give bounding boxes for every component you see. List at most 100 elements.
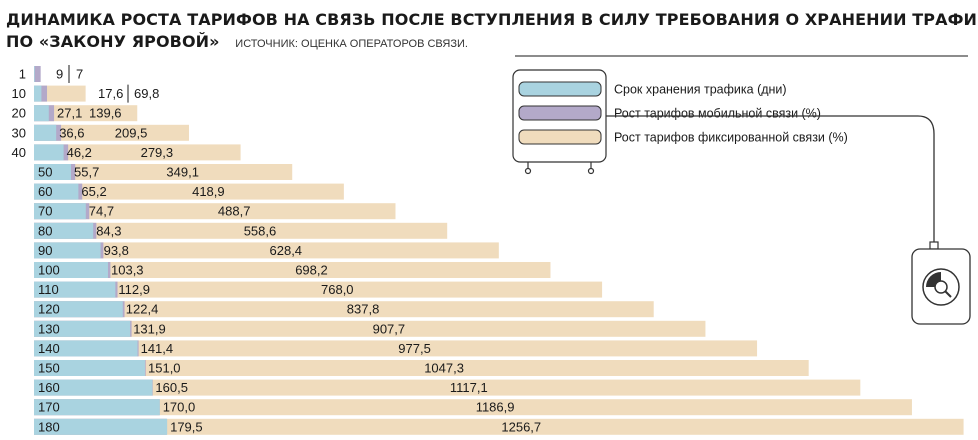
bar-row: 150 151,0 1047,3 [34, 360, 809, 376]
mobile-label: 36,6 [59, 125, 84, 140]
legend-swatch [518, 129, 602, 145]
fixed-label: 768,0 [321, 282, 354, 297]
bar-row: 20 27,1 139,6 [12, 105, 138, 122]
chart-source: ИСТОЧНИК: ОЦЕНКА ОПЕРАТОРОВ СВЯЗИ. [235, 38, 468, 50]
mobile-label: 55,7 [74, 165, 99, 180]
fixed-label: 7 [76, 67, 83, 82]
fixed-bar [34, 242, 499, 259]
bar-row: 90 93,8 628,4 [34, 242, 499, 259]
days-bar [34, 418, 168, 435]
legend-swatch [518, 81, 602, 97]
fixed-label: 907,7 [373, 321, 406, 336]
bar-row: 180 179,5 1256,7 [34, 418, 964, 435]
days-label: 100 [38, 263, 60, 278]
bar-row: 110 112,9 768,0 [34, 281, 603, 298]
days-bar [34, 340, 138, 357]
fixed-label: 69,8 [134, 86, 159, 101]
days-bar [34, 320, 131, 337]
days-label: 80 [38, 223, 52, 238]
mobile-label: 65,2 [81, 184, 106, 199]
fixed-bar [34, 281, 603, 298]
device-dial-pointer [944, 290, 952, 298]
device-connector [929, 241, 939, 250]
legend-label: Срок хранения трафика (дни) [614, 83, 787, 97]
fixed-label: 1117,1 [450, 380, 488, 395]
legend-label: Рост тарифов мобильной связи (%) [614, 107, 821, 121]
bar-row: 10 17,6 69,8 [12, 84, 159, 103]
days-bar [34, 66, 35, 82]
bar-row: 130 131,9 907,7 [34, 320, 706, 337]
legend-item: Рост тарифов мобильной связи (%) [518, 105, 821, 121]
days-bar [34, 281, 116, 298]
fixed-bar [34, 360, 809, 376]
mobile-label: 84,3 [96, 223, 121, 238]
fixed-bar [34, 379, 861, 396]
days-label: 1 [19, 67, 26, 82]
days-label: 150 [38, 361, 60, 376]
cable-line [606, 115, 935, 242]
days-label: 40 [12, 145, 26, 160]
days-label: 30 [12, 125, 26, 140]
fixed-bar [34, 183, 344, 200]
bar-row: 70 74,7 488,7 [34, 203, 396, 220]
days-label: 60 [38, 184, 52, 199]
chart-title: ДИНАМИКА РОСТА ТАРИФОВ НА СВЯЗЬ ПОСЛЕ ВС… [6, 10, 978, 29]
mobile-label: 103,3 [111, 263, 144, 278]
days-bar [34, 222, 94, 239]
days-label: 10 [12, 86, 26, 101]
days-label: 50 [38, 165, 52, 180]
fixed-label: 418,9 [192, 184, 225, 199]
mobile-label: 46,2 [67, 145, 92, 160]
days-label: 170 [38, 400, 60, 415]
fixed-bar [34, 203, 396, 220]
chart-title-line2: ПО «ЗАКОНУ ЯРОВОЙ» ИСТОЧНИК: ОЦЕНКА ОПЕР… [6, 32, 468, 51]
fixed-bar [34, 320, 706, 337]
bar-row: 120 122,4 837,8 [34, 301, 654, 318]
legend-item: Срок хранения трафика (дни) [518, 81, 787, 97]
days-bar [34, 183, 79, 200]
days-bar [34, 144, 64, 161]
fixed-label: 1047,3 [424, 361, 464, 376]
fixed-bar [34, 301, 654, 318]
fixed-bar [34, 144, 241, 161]
fixed-label: 1186,9 [476, 400, 515, 415]
bar-row: 30 36,6 209,5 [12, 124, 189, 141]
fixed-bar [34, 262, 551, 278]
days-bar [34, 301, 123, 318]
fixed-label: 349,1 [166, 165, 199, 180]
bar-row: 40 46,2 279,3 [12, 144, 241, 161]
device-dial-center [934, 280, 948, 294]
bar-row: 60 65,2 418,9 [34, 183, 344, 200]
mobile-label: 131,9 [133, 321, 166, 336]
bar-row: 100 103,3 698,2 [34, 262, 551, 278]
fixed-bar [34, 124, 189, 141]
bar-row: 80 84,3 558,6 [34, 222, 448, 239]
bar-row: 170 170,0 1186,9 [34, 399, 912, 416]
bars-layer: 1 9 7 10 17,6 69,8 20 27,1 139,6 30 36,6 209,5 40 46,… [12, 65, 964, 435]
days-label: 130 [38, 321, 60, 336]
fixed-bar [34, 105, 138, 122]
days-label: 70 [38, 204, 52, 219]
fixed-label: 209,5 [115, 125, 148, 140]
fixed-bar [34, 222, 448, 239]
days-bar [34, 242, 101, 259]
mobile-bar [34, 66, 41, 82]
fixed-label: 837,8 [347, 302, 380, 317]
bar-row: 140 141,4 977,5 [34, 340, 758, 357]
bar-row: 160 160,5 1117,1 [34, 379, 861, 396]
fixed-bar [34, 418, 964, 435]
days-label: 90 [38, 243, 52, 258]
days-bar [34, 164, 71, 180]
legend-swatch [518, 105, 602, 121]
days-bar [34, 124, 57, 141]
mobile-label: 17,6 [98, 86, 123, 101]
mobile-label: 122,4 [126, 302, 159, 317]
fixed-label: 558,6 [244, 223, 277, 238]
fixed-label: 488,7 [218, 204, 251, 219]
fixed-label: 279,3 [141, 145, 174, 160]
fixed-bar [34, 164, 293, 180]
fixed-label: 139,6 [89, 106, 122, 121]
storage-device-icon [606, 115, 971, 325]
fixed-label: 977,5 [398, 341, 431, 356]
